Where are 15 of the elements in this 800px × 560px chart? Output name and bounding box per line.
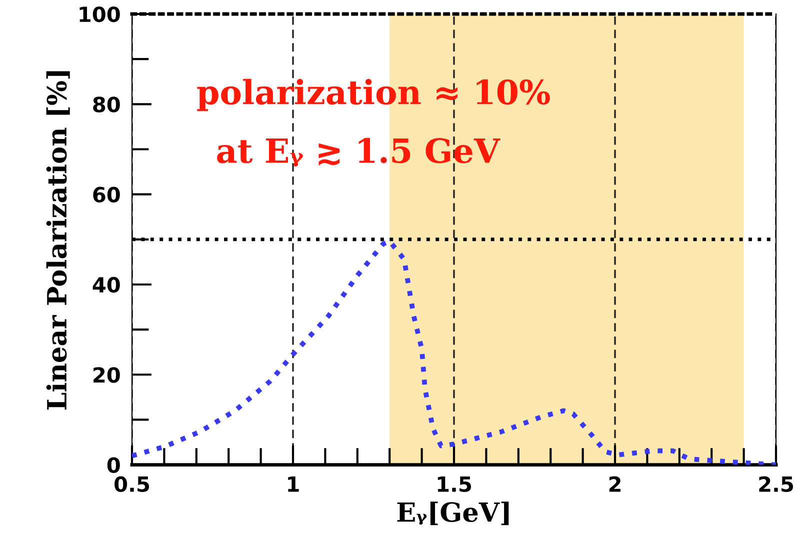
- annotation: polarization ≈ 10%: [197, 78, 550, 112]
- y-tick-label: 40: [92, 276, 120, 293]
- x-axis-title: Eᵧ[GeV]: [397, 502, 509, 526]
- y-tick-label: 100: [80, 6, 120, 22]
- y-tick-label: 80: [93, 96, 120, 112]
- annotation: at Eᵧ ≳ 1.5 GeV: [217, 138, 500, 167]
- y-tick-label: 0: [107, 457, 120, 474]
- y-axis-title: Linear Polarization [%]: [46, 71, 70, 410]
- y-tick-label: 20: [94, 367, 120, 383]
- x-tick-label: 2: [609, 476, 620, 492]
- x-tick-label: 1.5: [438, 476, 471, 492]
- x-tick-label: 2.5: [759, 476, 793, 492]
- x-tick-label: 0.5: [114, 476, 149, 492]
- x-tick-label: 1: [288, 476, 299, 492]
- y-tick-label: 60: [93, 186, 120, 203]
